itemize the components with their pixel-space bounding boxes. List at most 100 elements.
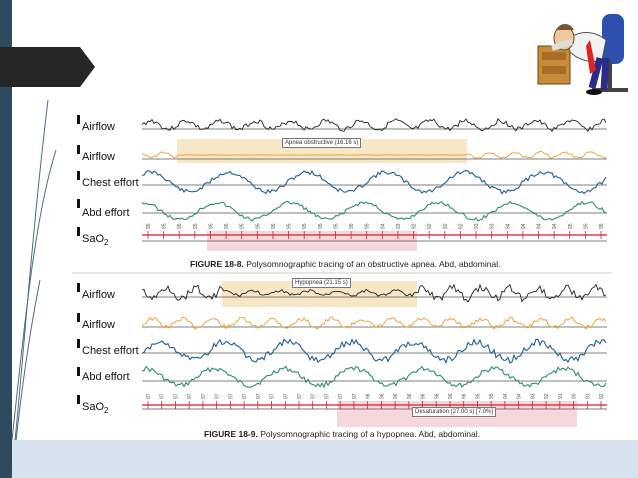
sao2-value-b: 96 [448,393,454,399]
sao2-value-a: 92 [443,223,449,229]
sao2-value-a: 93 [490,223,496,229]
sao2-value-a: 95 [333,223,339,229]
sao2-value-b: 97 [352,393,358,399]
sao2-value-a: 94 [521,223,527,229]
sao2-value-a: 95 [349,223,355,229]
sao2-value-a: 95 [162,223,168,229]
sao2-value-a: 95 [224,223,230,229]
fig-b-row-marker-4 [77,395,80,404]
fig-a-row-marker-0 [77,115,80,124]
sao2-value-a: 95 [255,223,261,229]
sao2-value-b: 95 [475,393,481,399]
sao2-value-b: 97 [297,393,303,399]
sao2-value-a: 95 [208,223,214,229]
sao2-value-a: 95 [193,223,199,229]
label-airflow-a2: Airflow [82,151,116,163]
fig-b-row-marker-3 [77,367,80,376]
caption-figure-a: FIGURE 18-8. Polysomnographic tracing of… [190,259,501,269]
sao2-value-a: 95 [177,223,183,229]
airflow-thermal-trace-b [141,283,607,303]
sao2-value-b: 97 [173,393,179,399]
sao2-value-a: 95 [365,223,371,229]
apnea-event-label: Apnea obstructive (16.16 s) [282,138,362,148]
sao2-value-a: 95 [568,223,574,229]
desaturation-event-label: Desaturation (27.00 s) [7.0%] [412,407,497,417]
polysomnography-figure: 95 95 95 95 95 95 95 95 95 95 95 95 95 95 95 94 93 92 92 92… [72,103,612,440]
label-chest-effort-a: Chest effort [82,177,139,189]
sao2-value-b: 92 [544,393,550,399]
abd-effort-trace-a [141,200,607,222]
hypopnea-event-label: Hypopnea (21.15 s) [292,278,351,288]
chest-effort-trace-a [141,169,607,195]
title-arrow-tab [0,47,95,87]
sao2-value-b: 97 [201,393,207,399]
sao2-value-a: 92 [427,223,433,229]
sao2-value-a: 94 [380,223,386,229]
sao2-value-b: 96 [379,393,385,399]
sao2-value-b: 97 [215,393,221,399]
sao2-value-b: 96 [366,393,372,399]
sao2-value-a: 95 [302,223,308,229]
sao2-value-b: 97 [256,393,262,399]
trace-canvas: 95 95 95 95 95 95 95 95 95 95 95 95 95 95 95 94 93 92 92 92… [72,115,612,427]
sao2-value-b: 97 [338,393,344,399]
label-airflow-b1: Airflow [82,289,116,301]
fig-a-row-marker-1 [77,145,80,154]
sao2-value-a: 92 [458,223,464,229]
airflow-pressure-trace-a [141,150,607,159]
label-airflow-b2: Airflow [82,319,116,331]
sao2-value-b: 96 [462,393,468,399]
sao2-value-b: 97 [242,393,248,399]
sao2-value-b: 97 [228,393,234,399]
sao2-value-b: 97 [283,393,289,399]
abd-effort-trace-b [141,365,607,389]
sao2-value-b: 97 [187,393,193,399]
label-abd-effort-a: Abd effort [82,207,130,219]
slide-bottom-band [12,440,638,478]
label-airflow-a1: Airflow [82,121,116,133]
sao2-value-b: 97 [146,393,152,399]
sao2-value-b: 97 [160,393,166,399]
sao2-value-a: 95 [318,223,324,229]
sao2-value-b: 97 [324,393,330,399]
sao2-value-a: 95 [599,223,605,229]
sao2-value-b: 95 [489,393,495,399]
airflow-pressure-trace-b [141,316,607,330]
fig-b-row-marker-1 [77,313,80,322]
sao2-value-b: 96 [407,393,413,399]
fig-a-row-marker-2 [77,171,80,180]
sao2-value-b: 93 [530,393,536,399]
airflow-thermal-trace-a [141,118,607,133]
sao2-value-b: 97 [311,393,317,399]
sao2-value-a: 94 [537,223,543,229]
label-sao2-b: SaO2 [82,401,109,416]
sao2-value-b: 96 [434,393,440,399]
sao2-value-a: 93 [474,223,480,229]
label-sao2-a: SaO2 [82,233,109,248]
sao2-value-a: 92 [412,223,418,229]
sao2-value-b: 97 [270,393,276,399]
sao2-value-b: 92 [599,393,605,399]
sao2-value-b: 94 [503,393,509,399]
sleeping-man-clipart [537,14,628,95]
slide-sidebar [0,0,12,478]
chest-effort-trace-b [141,338,607,365]
label-chest-effort-b: Chest effort [82,345,139,357]
fig-b-row-marker-2 [77,339,80,348]
sao2-value-a: 94 [505,223,511,229]
sao2-value-b: 96 [393,393,399,399]
caption-figure-b: FIGURE 18-9. Polysomnographic tracing of… [204,429,480,439]
sao2-value-b: 94 [517,393,523,399]
sao2-value-a: 93 [396,223,402,229]
sao2-value-a: 95 [583,223,589,229]
sao2-value-a: 94 [552,223,558,229]
sao2-value-a: 95 [240,223,246,229]
sao2-value-b: 90 [572,393,578,399]
fig-a-row-marker-4 [77,227,80,236]
sao2-value-a: 95 [287,223,293,229]
sao2-value-a: 95 [146,223,152,229]
sao2-value-b: 91 [585,393,591,399]
sao2-value-b: 96 [421,393,427,399]
sao2-value-b: 91 [558,393,564,399]
fig-b-row-marker-0 [77,283,80,292]
